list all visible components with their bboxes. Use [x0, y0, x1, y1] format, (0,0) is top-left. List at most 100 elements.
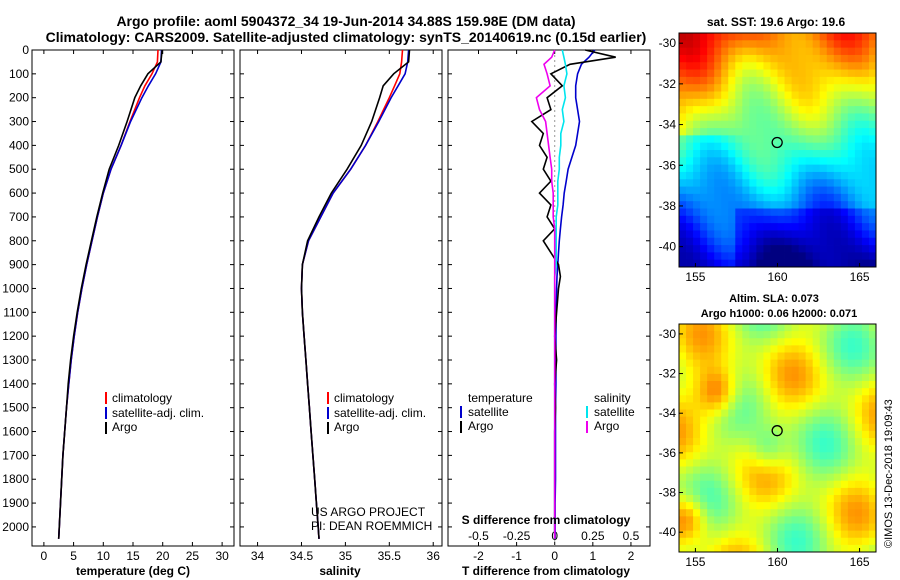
- heatmap-cell: [756, 324, 764, 332]
- heatmap-cell: [686, 459, 694, 467]
- heatmap-cell: [847, 544, 856, 553]
- heatmap-cell: [812, 352, 821, 361]
- heatmap-cell: [791, 331, 800, 339]
- heatmap-cell: [777, 502, 785, 510]
- heatmap-cell: [700, 537, 708, 546]
- heatmap-cell: [735, 338, 743, 346]
- heatmap-cell: [854, 120, 863, 129]
- heatmap-cell: [826, 395, 835, 403]
- heatmap-cell: [700, 237, 708, 246]
- heatmap-cell: [728, 502, 736, 510]
- y-tick-label: 0: [22, 43, 29, 57]
- heatmap-cell: [700, 164, 708, 173]
- heatmap-cell: [756, 47, 764, 56]
- heatmap-cell: [693, 388, 701, 396]
- heatmap-cell: [777, 252, 785, 261]
- heatmap-cell: [735, 359, 743, 368]
- heatmap-cell: [840, 459, 849, 467]
- heatmap-cell: [826, 98, 835, 107]
- heatmap-cell: [721, 430, 729, 439]
- heatmap-cell: [707, 171, 715, 180]
- heatmap-cell: [679, 186, 687, 195]
- heatmap-cell: [840, 164, 849, 173]
- heatmap-cell: [777, 495, 785, 503]
- credit-line-2: PI: DEAN ROEMMICH: [311, 519, 432, 533]
- heatmap-cell: [763, 430, 771, 439]
- heatmap-cell: [812, 84, 821, 92]
- heatmap-cell: [686, 381, 694, 389]
- heatmap-cell: [707, 473, 715, 482]
- heatmap-cell: [854, 171, 863, 180]
- heatmap-cell: [826, 179, 835, 187]
- heatmap-cell: [833, 338, 842, 346]
- heatmap-cell: [861, 84, 870, 92]
- legend-s-satellite: satellite: [594, 405, 635, 419]
- heatmap-cell: [707, 324, 715, 332]
- heatmap-cell: [770, 381, 778, 389]
- heatmap-cell: [770, 179, 778, 187]
- heatmap-cell: [861, 430, 870, 439]
- heatmap-cell: [693, 452, 701, 460]
- heatmap-cell: [770, 230, 778, 239]
- heatmap-cell: [833, 230, 842, 239]
- heatmap-cell: [742, 509, 750, 517]
- heatmap-cell: [693, 47, 701, 56]
- series-t-satellite: [554, 49, 596, 539]
- heatmap-cell: [812, 452, 821, 460]
- heatmap-cell: [847, 179, 856, 187]
- heatmap-cell: [749, 69, 757, 78]
- heatmap-cell: [847, 259, 856, 268]
- heatmap-cell: [707, 502, 715, 510]
- series-t-argo: [530, 49, 616, 539]
- heatmap-cell: [707, 516, 715, 524]
- heatmap-cell: [707, 179, 715, 187]
- heatmap-cell: [714, 91, 722, 100]
- heatmap-cell: [721, 409, 729, 418]
- heatmap-cell: [742, 416, 750, 425]
- heatmap-cell: [679, 537, 687, 546]
- heatmap-cell: [791, 409, 800, 418]
- heatmap-cell: [819, 40, 828, 49]
- heatmap-cell: [707, 98, 715, 107]
- heatmap-cell: [763, 544, 771, 553]
- heatmap-cell: [686, 164, 694, 173]
- heatmap-cell: [749, 259, 757, 268]
- heatmap-cell: [770, 537, 778, 546]
- heatmap-cell: [798, 193, 807, 202]
- heatmap-cell: [854, 459, 863, 467]
- heatmap-cell: [700, 324, 708, 332]
- heatmap-cell: [868, 150, 877, 158]
- heatmap-cell: [693, 98, 701, 107]
- heatmap-cell: [805, 157, 814, 166]
- heatmap-cell: [742, 69, 750, 78]
- heatmap-cell: [805, 352, 814, 361]
- heatmap-cell: [693, 487, 701, 496]
- heatmap-cell: [742, 423, 750, 432]
- heatmap-cell: [693, 480, 701, 489]
- heatmap-cell: [847, 509, 856, 517]
- heatmap-cell: [735, 193, 743, 202]
- heatmap-cell: [728, 530, 736, 539]
- heatmap-cell: [770, 237, 778, 246]
- heatmap-cell: [784, 473, 792, 482]
- sla-heatmap: [679, 324, 877, 553]
- heatmap-cell: [770, 402, 778, 410]
- heatmap-cell: [819, 445, 828, 453]
- heatmap-cell: [791, 466, 800, 475]
- heatmap-cell: [700, 40, 708, 49]
- map-y-tick-label: -40: [659, 525, 677, 539]
- heatmap-cell: [735, 128, 743, 136]
- heatmap-cell: [707, 331, 715, 339]
- heatmap-cell: [707, 164, 715, 173]
- heatmap-cell: [840, 215, 849, 224]
- heatmap-cell: [714, 62, 722, 70]
- series-argo: [57, 49, 163, 539]
- y-tick-label: 1400: [2, 377, 29, 391]
- heatmap-cell: [805, 544, 814, 553]
- x-tick-label: 0: [41, 549, 48, 563]
- heatmap-cell: [833, 259, 842, 268]
- heatmap-cell: [686, 230, 694, 239]
- heatmap-cell: [721, 359, 729, 368]
- heatmap-cell: [847, 459, 856, 467]
